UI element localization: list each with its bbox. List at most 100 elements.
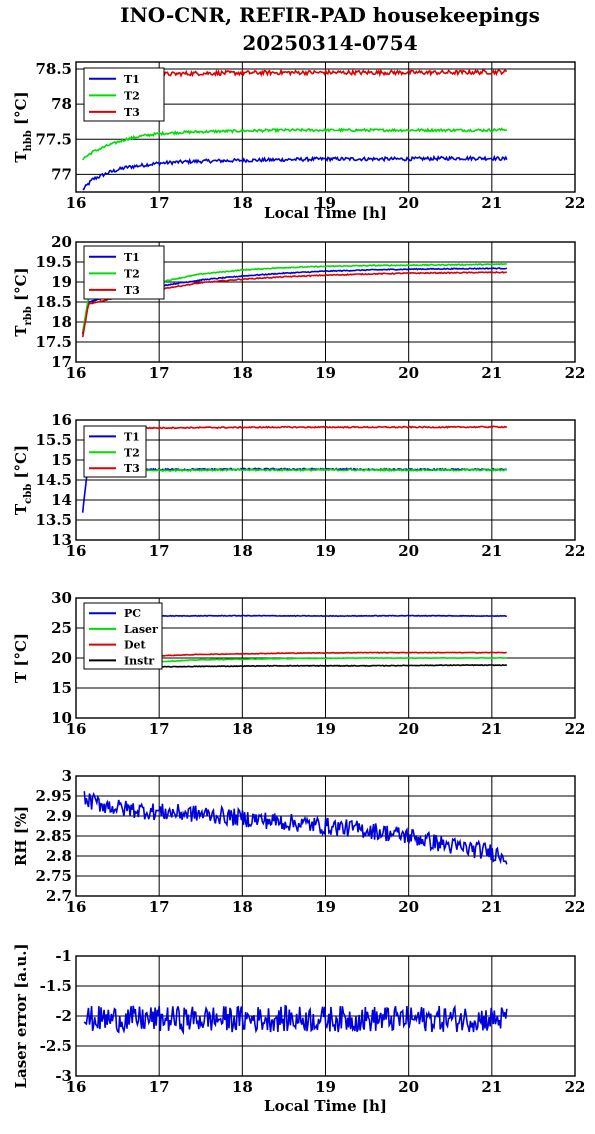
series-line-pc: [146, 614, 507, 618]
legend-label-t2: T2: [124, 446, 140, 459]
x-tick-label: 20: [398, 542, 419, 560]
y-tick-label: -2.5: [40, 1037, 72, 1055]
x-tick-label: 20: [398, 364, 419, 382]
x-tick-label: 18: [232, 194, 253, 212]
y-axis-label: Thbb [°C]: [12, 91, 34, 162]
y-axis-label: Laser error [a.u.]: [12, 943, 30, 1088]
plot-frame: [75, 241, 576, 363]
y-axis-label-sub: hbb: [23, 130, 34, 151]
y-tick-label: 13.5: [35, 511, 72, 529]
x-tick-label: 20: [398, 1078, 419, 1096]
y-tick-label: 19.5: [35, 253, 72, 271]
x-tick-label: 16: [66, 898, 87, 916]
y-axis-label-main: T [°C]: [12, 633, 30, 683]
y-tick-label: 18: [51, 313, 72, 331]
x-tick-label: 20: [398, 898, 419, 916]
y-axis-label-main: T: [12, 151, 30, 163]
y-axis-label-unit: [°C]: [12, 267, 30, 306]
series-line-data: [83, 791, 508, 865]
x-tick-label: 17: [149, 1078, 170, 1096]
x-tick-label: 18: [232, 720, 253, 738]
x-tick-label: 19: [315, 542, 336, 560]
x-tick-label: 17: [149, 898, 170, 916]
legend-label-t3: T3: [124, 106, 140, 119]
x-tick-label: 16: [66, 364, 87, 382]
y-tick-label: 3: [62, 767, 72, 785]
x-tick-label: 20: [398, 194, 419, 212]
legend-label-instr: Instr: [124, 654, 154, 667]
series-line-t3: [142, 425, 508, 430]
y-axis-label: RH [%]: [12, 806, 30, 866]
y-tick-label: 10: [51, 709, 72, 727]
y-tick-label: 2.9: [46, 807, 72, 825]
plot-frame: [75, 61, 576, 193]
figure-title-line1: INO-CNR, REFIR-PAD housekeepings: [120, 3, 540, 27]
x-tick-label: 17: [149, 720, 170, 738]
y-tick-label: 77: [51, 165, 72, 183]
series-line-t2: [82, 127, 508, 161]
y-tick-label: 18.5: [35, 293, 72, 311]
y-axis-label-main: RH [%]: [12, 806, 30, 866]
y-axis-label-unit: [°C]: [12, 91, 30, 130]
y-tick-label: -2: [55, 1007, 72, 1025]
x-tick-label: 16: [66, 194, 87, 212]
y-axis-label: Tcbb [°C]: [12, 445, 34, 515]
legend-label-t3: T3: [124, 284, 140, 297]
legend-label-t2: T2: [124, 89, 140, 102]
y-tick-label: 13: [51, 531, 72, 549]
series-line-instr: [146, 664, 508, 669]
y-axis-label: T [°C]: [12, 633, 30, 683]
x-tick-label: 22: [565, 720, 586, 738]
x-tick-label: 22: [565, 364, 586, 382]
y-tick-label: 77.5: [35, 130, 72, 148]
series-line-data: [83, 1004, 508, 1036]
x-tick-label: 18: [232, 364, 253, 382]
x-tick-label: 22: [565, 194, 586, 212]
legend-label-t1: T1: [124, 430, 140, 443]
y-tick-label: 78.5: [35, 60, 72, 78]
plot-frame: [75, 775, 576, 897]
x-tick-label: 21: [481, 1078, 502, 1096]
legend-label-t1: T1: [124, 73, 140, 86]
y-tick-label: 78: [51, 95, 72, 113]
y-tick-label: 17: [51, 353, 72, 371]
y-tick-label: 30: [51, 589, 72, 607]
legend-label-det: Det: [124, 639, 147, 652]
x-axis-label: Local Time [h]: [264, 1097, 387, 1115]
y-tick-label: 14: [51, 491, 72, 509]
series-line-det: [146, 651, 507, 658]
y-tick-label: 20: [51, 233, 72, 251]
x-tick-label: 21: [481, 542, 502, 560]
x-tick-label: 19: [315, 898, 336, 916]
x-tick-label: 16: [66, 542, 87, 560]
y-tick-label: 14.5: [35, 471, 72, 489]
x-tick-label: 21: [481, 364, 502, 382]
x-tick-label: 19: [315, 720, 336, 738]
x-tick-label: 22: [565, 898, 586, 916]
y-tick-label: 2.7: [46, 887, 72, 905]
y-tick-label: 25: [51, 619, 72, 637]
x-tick-label: 18: [232, 898, 253, 916]
x-tick-label: 18: [232, 1078, 253, 1096]
figure-title-line2: 20250314-0754: [242, 31, 417, 55]
y-axis-label: Trbb [°C]: [12, 267, 34, 336]
y-axis-label-main: T: [12, 503, 30, 515]
y-axis-label-sub: cbb: [23, 484, 34, 504]
legend-label-laser: Laser: [124, 623, 158, 636]
y-axis-label-main: Laser error [a.u.]: [12, 943, 30, 1088]
x-axis-label: Local Time [h]: [264, 204, 387, 222]
x-tick-label: 19: [315, 194, 336, 212]
x-tick-label: 22: [565, 542, 586, 560]
y-tick-label: 15: [51, 679, 72, 697]
series-line-t3: [141, 67, 507, 79]
y-tick-label: -1.5: [40, 977, 72, 995]
y-tick-label: 2.95: [35, 787, 72, 805]
series-line-t2: [142, 467, 508, 473]
x-tick-label: 20: [398, 720, 419, 738]
x-tick-label: 17: [149, 194, 170, 212]
plot-frame: [75, 597, 576, 719]
x-tick-label: 22: [565, 1078, 586, 1096]
x-tick-label: 21: [481, 194, 502, 212]
y-tick-label: -3: [55, 1067, 72, 1085]
legend-label-t1: T1: [124, 251, 140, 264]
